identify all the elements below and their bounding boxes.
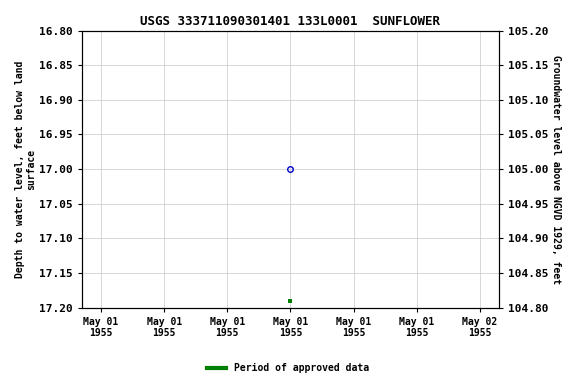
Y-axis label: Groundwater level above NGVD 1929, feet: Groundwater level above NGVD 1929, feet xyxy=(551,55,561,284)
Title: USGS 333711090301401 133L0001  SUNFLOWER: USGS 333711090301401 133L0001 SUNFLOWER xyxy=(141,15,441,28)
Legend: Period of approved data: Period of approved data xyxy=(203,359,373,377)
Y-axis label: Depth to water level, feet below land
surface: Depth to water level, feet below land su… xyxy=(15,60,37,278)
